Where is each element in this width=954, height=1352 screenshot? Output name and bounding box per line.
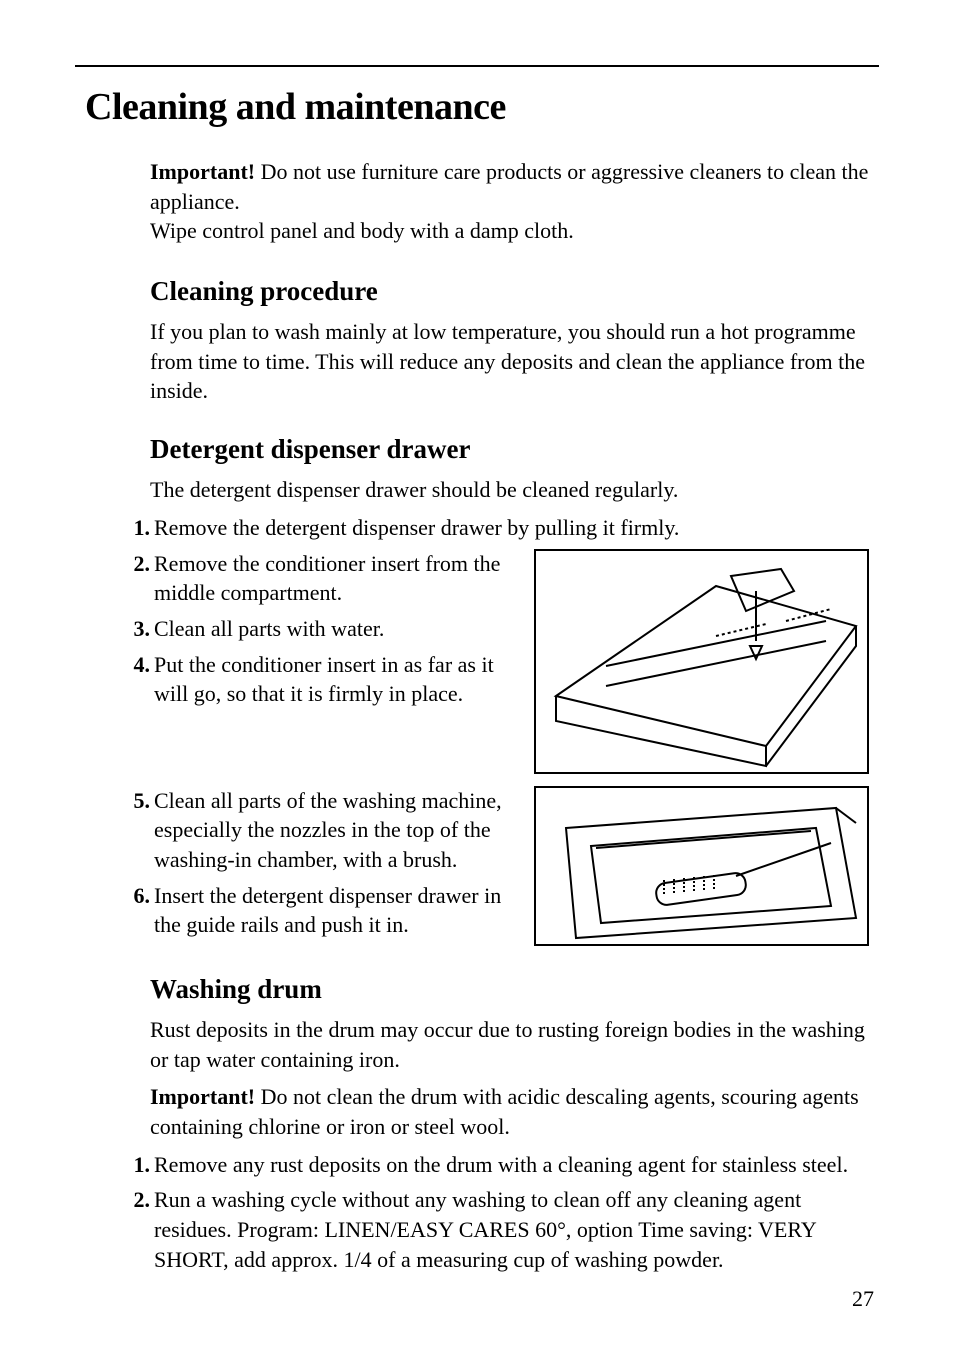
step-text: Put the conditioner insert in as far as … [154, 650, 504, 709]
washing-drum-steps: 1. Remove any rust deposits on the drum … [125, 1150, 869, 1275]
wipe-text: Wipe control panel and body with a damp … [150, 218, 574, 243]
steps-with-figure-2: 5. Clean all parts of the washing machin… [125, 786, 869, 946]
drawer-svg [536, 551, 871, 776]
step-number: 6. [125, 881, 150, 940]
washing-drum-intro: Rust deposits in the drum may occur due … [150, 1015, 869, 1074]
step-text: Clean all parts of the washing machine, … [154, 786, 504, 875]
step-text: Run a washing cycle without any washing … [154, 1185, 869, 1274]
drawer-illustration [534, 549, 869, 774]
page-content: Cleaning and maintenance Important! Do n… [85, 85, 869, 1280]
step-text: Remove the conditioner insert from the m… [154, 549, 504, 608]
page-number: 27 [852, 1286, 874, 1312]
step-number: 4. [125, 650, 150, 709]
chamber-svg [536, 788, 871, 948]
list-item: 5. Clean all parts of the washing machin… [125, 786, 516, 875]
washing-drum-heading: Washing drum [150, 974, 869, 1005]
important-text: Do not use furniture care products or ag… [150, 159, 868, 214]
detergent-drawer-intro: The detergent dispenser drawer should be… [150, 475, 869, 505]
list-item: 4. Put the conditioner insert in as far … [125, 650, 516, 709]
detergent-drawer-heading: Detergent dispenser drawer [150, 434, 869, 465]
important-text: Do not clean the drum with acidic descal… [150, 1084, 859, 1139]
list-item: 2. Remove the conditioner insert from th… [125, 549, 516, 608]
cleaning-procedure-text: If you plan to wash mainly at low temper… [150, 317, 869, 406]
important-label: Important! [150, 159, 255, 184]
page-title: Cleaning and maintenance [85, 85, 869, 129]
list-item: 3. Clean all parts with water. [125, 614, 516, 644]
step-text: Remove the detergent dispenser drawer by… [154, 513, 869, 543]
step-text: Clean all parts with water. [154, 614, 504, 644]
step-text: Remove any rust deposits on the drum wit… [154, 1150, 869, 1180]
list-item: 6. Insert the detergent dispenser drawer… [125, 881, 516, 940]
step-number: 5. [125, 786, 150, 875]
step-number: 1. [125, 1150, 150, 1180]
step-number: 1. [125, 513, 150, 543]
steps-with-figure-1: 2. Remove the conditioner insert from th… [125, 549, 869, 774]
step-number: 2. [125, 1185, 150, 1274]
important-label: Important! [150, 1084, 255, 1109]
list-item: 2. Run a washing cycle without any washi… [125, 1185, 869, 1274]
step-text: Insert the detergent dispenser drawer in… [154, 881, 504, 940]
step-number: 3. [125, 614, 150, 644]
step-number: 2. [125, 549, 150, 608]
intro-block: Important! Do not use furniture care pro… [150, 157, 869, 246]
list-item: 1. Remove the detergent dispenser drawer… [125, 513, 869, 543]
chamber-illustration [534, 786, 869, 946]
list-item: 1. Remove any rust deposits on the drum … [125, 1150, 869, 1180]
detergent-steps: 1. Remove the detergent dispenser drawer… [125, 513, 869, 946]
washing-drum-important: Important! Do not clean the drum with ac… [150, 1082, 869, 1141]
page-top-rule [75, 65, 879, 67]
cleaning-procedure-heading: Cleaning procedure [150, 276, 869, 307]
